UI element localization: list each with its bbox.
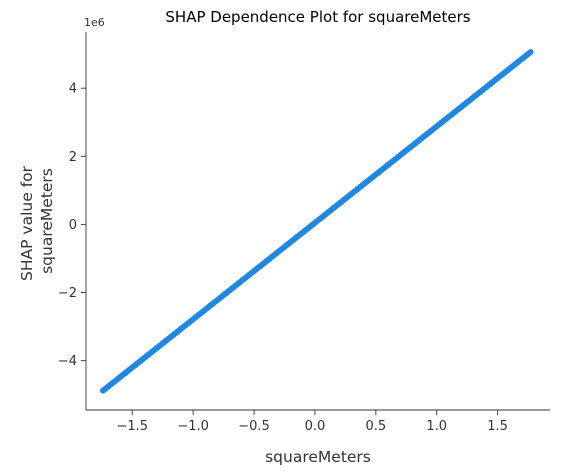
y-axis-offset-label: 1e6 — [84, 16, 105, 29]
x-tick-label: −1.0 — [177, 419, 209, 434]
y-axis-ticks: −4 −2 0 2 4 — [58, 82, 86, 369]
x-axis-ticks: −1.5 −1.0 −0.5 0.0 0.5 1.0 1.5 — [116, 410, 508, 434]
scatter-point — [527, 49, 534, 56]
x-tick-label: 1.5 — [487, 419, 508, 434]
y-tick-label: −4 — [58, 354, 77, 369]
chart-title: SHAP Dependence Plot for squareMeters — [165, 8, 470, 26]
y-tick-label: −2 — [58, 286, 77, 301]
y-tick-label: 4 — [69, 82, 77, 97]
x-tick-label: 0.5 — [366, 419, 387, 434]
y-tick-label: 2 — [69, 150, 77, 165]
x-axis-label: squareMeters — [265, 448, 371, 466]
x-tick-label: 0.0 — [305, 419, 326, 434]
x-tick-label: 1.0 — [426, 419, 447, 434]
x-tick-label: −0.5 — [238, 419, 270, 434]
y-tick-label: 0 — [69, 218, 77, 233]
x-tick-label: −1.5 — [116, 419, 148, 434]
y-axis-label-line-1: SHAP value for — [18, 165, 36, 281]
y-axis-label-line-2: squareMeters — [38, 168, 56, 274]
y-axis-label: SHAP value for squareMeters — [18, 161, 56, 281]
scatter-points — [100, 49, 534, 394]
